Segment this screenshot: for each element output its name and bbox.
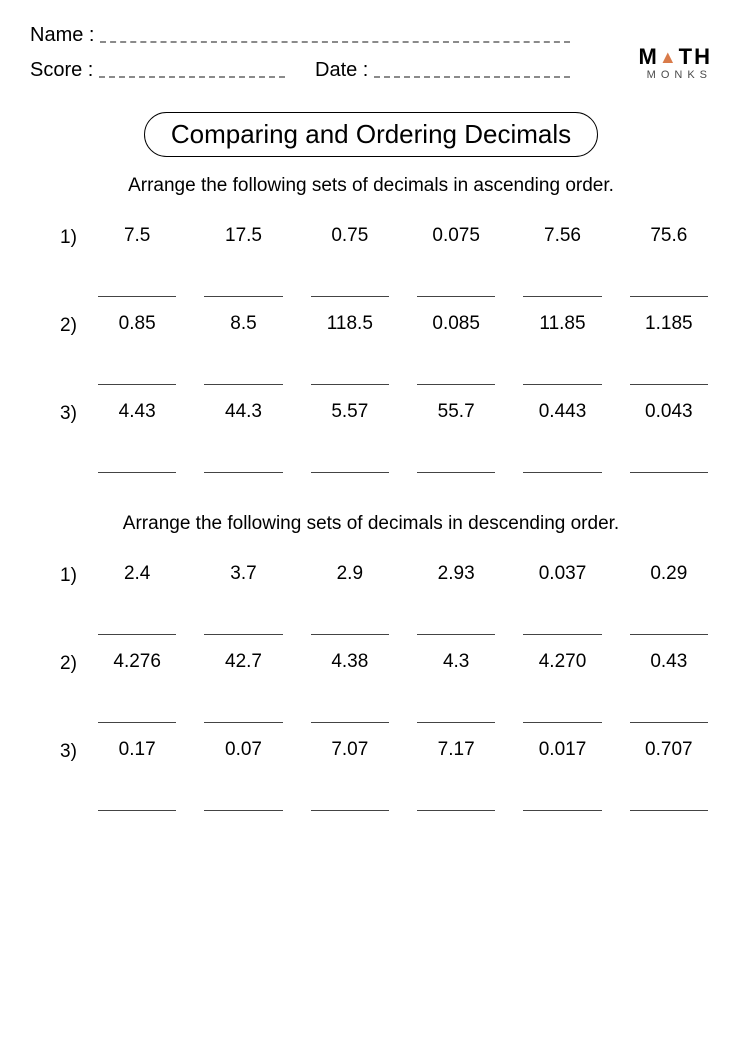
answer-blank[interactable] xyxy=(204,277,282,297)
section-instruction: Arrange the following sets of decimals i… xyxy=(30,513,712,535)
problem-row: 2)0.85 8.5 118.5 0.085 11.85 1.185 xyxy=(30,313,712,385)
decimal-value: 4.270 xyxy=(519,651,605,679)
answer-blank[interactable] xyxy=(523,615,601,635)
name-input-line[interactable] xyxy=(100,41,570,43)
date-label: Date : xyxy=(315,59,368,82)
answer-blank[interactable] xyxy=(98,277,176,297)
decimal-value: 4.38 xyxy=(307,651,393,679)
decimal-value: 2.9 xyxy=(307,563,393,591)
answer-blank[interactable] xyxy=(523,277,601,297)
decimal-value: 2.4 xyxy=(94,563,180,591)
problem-row: 3)4.43 44.3 5.57 55.7 0.443 0.043 xyxy=(30,401,712,473)
decimal-value: 0.443 xyxy=(519,401,605,429)
answer-blank[interactable] xyxy=(417,277,495,297)
problem-number: 2) xyxy=(60,651,94,675)
decimal-value: 8.5 xyxy=(200,313,286,341)
decimal-value: 0.29 xyxy=(626,563,712,591)
answer-blank[interactable] xyxy=(98,453,176,473)
problem-number: 3) xyxy=(60,401,94,425)
decimal-value: 5.57 xyxy=(307,401,393,429)
decimal-value: 0.43 xyxy=(626,651,712,679)
answer-blank[interactable] xyxy=(630,703,708,723)
answer-blank[interactable] xyxy=(523,703,601,723)
problem-number: 1) xyxy=(60,225,94,249)
decimal-value: 118.5 xyxy=(307,313,393,341)
decimal-value: 0.075 xyxy=(413,225,499,253)
score-input-line[interactable] xyxy=(99,76,285,78)
answer-blank[interactable] xyxy=(204,703,282,723)
answer-blank[interactable] xyxy=(630,453,708,473)
decimal-value: 0.085 xyxy=(413,313,499,341)
decimal-value: 2.93 xyxy=(413,563,499,591)
answer-blank[interactable] xyxy=(630,615,708,635)
problem-row: 1)7.5 17.5 0.75 0.075 7.56 75.6 xyxy=(30,225,712,297)
answer-blank[interactable] xyxy=(204,615,282,635)
decimal-value: 0.75 xyxy=(307,225,393,253)
answer-blank[interactable] xyxy=(523,365,601,385)
problem-row: 1)2.4 3.7 2.9 2.93 0.037 0.29 xyxy=(30,563,712,635)
answer-blank[interactable] xyxy=(311,365,389,385)
decimal-value: 4.3 xyxy=(413,651,499,679)
answer-blank[interactable] xyxy=(523,791,601,811)
answer-blank[interactable] xyxy=(630,791,708,811)
problem-number: 1) xyxy=(60,563,94,587)
answer-blank[interactable] xyxy=(417,791,495,811)
problem-number: 2) xyxy=(60,313,94,337)
score-label: Score : xyxy=(30,59,93,82)
decimal-value: 75.6 xyxy=(626,225,712,253)
answer-blank[interactable] xyxy=(98,703,176,723)
name-label: Name : xyxy=(30,24,94,47)
decimal-value: 7.17 xyxy=(413,739,499,767)
problem-row: 2)4.276 42.7 4.38 4.3 4.270 0.43 xyxy=(30,651,712,723)
decimal-value: 0.17 xyxy=(94,739,180,767)
answer-blank[interactable] xyxy=(204,453,282,473)
answer-blank[interactable] xyxy=(417,615,495,635)
decimal-value: 0.037 xyxy=(519,563,605,591)
date-input-line[interactable] xyxy=(374,76,570,78)
decimal-value: 17.5 xyxy=(200,225,286,253)
decimal-value: 4.43 xyxy=(94,401,180,429)
decimal-value: 3.7 xyxy=(200,563,286,591)
decimal-value: 0.017 xyxy=(519,739,605,767)
problem-row: 3)0.17 0.07 7.07 7.17 0.017 0.707 xyxy=(30,739,712,811)
brand-logo: M▲TH MONKS xyxy=(639,46,712,81)
answer-blank[interactable] xyxy=(98,791,176,811)
worksheet-title: Comparing and Ordering Decimals xyxy=(144,112,598,157)
answer-blank[interactable] xyxy=(630,365,708,385)
decimal-value: 11.85 xyxy=(519,313,605,341)
answer-blank[interactable] xyxy=(204,791,282,811)
logo-text-m: M xyxy=(639,44,659,69)
section-instruction: Arrange the following sets of decimals i… xyxy=(30,175,712,197)
decimal-value: 1.185 xyxy=(626,313,712,341)
decimal-value: 7.56 xyxy=(519,225,605,253)
decimal-value: 7.5 xyxy=(94,225,180,253)
answer-blank[interactable] xyxy=(417,365,495,385)
decimal-value: 0.707 xyxy=(626,739,712,767)
decimal-value: 4.276 xyxy=(94,651,180,679)
decimal-value: 7.07 xyxy=(307,739,393,767)
answer-blank[interactable] xyxy=(630,277,708,297)
decimal-value: 0.85 xyxy=(94,313,180,341)
answer-blank[interactable] xyxy=(204,365,282,385)
answer-blank[interactable] xyxy=(311,277,389,297)
answer-blank[interactable] xyxy=(311,453,389,473)
answer-blank[interactable] xyxy=(311,703,389,723)
problem-number: 3) xyxy=(60,739,94,763)
answer-blank[interactable] xyxy=(98,365,176,385)
logo-text-th: TH xyxy=(679,44,712,69)
answer-blank[interactable] xyxy=(523,453,601,473)
decimal-value: 55.7 xyxy=(413,401,499,429)
answer-blank[interactable] xyxy=(311,791,389,811)
decimal-value: 0.07 xyxy=(200,739,286,767)
decimal-value: 0.043 xyxy=(626,401,712,429)
decimal-value: 44.3 xyxy=(200,401,286,429)
answer-blank[interactable] xyxy=(98,615,176,635)
answer-blank[interactable] xyxy=(417,453,495,473)
answer-blank[interactable] xyxy=(311,615,389,635)
answer-blank[interactable] xyxy=(417,703,495,723)
decimal-value: 42.7 xyxy=(200,651,286,679)
logo-subtext: MONKS xyxy=(639,70,712,81)
logo-triangle-icon: ▲ xyxy=(659,48,679,66)
